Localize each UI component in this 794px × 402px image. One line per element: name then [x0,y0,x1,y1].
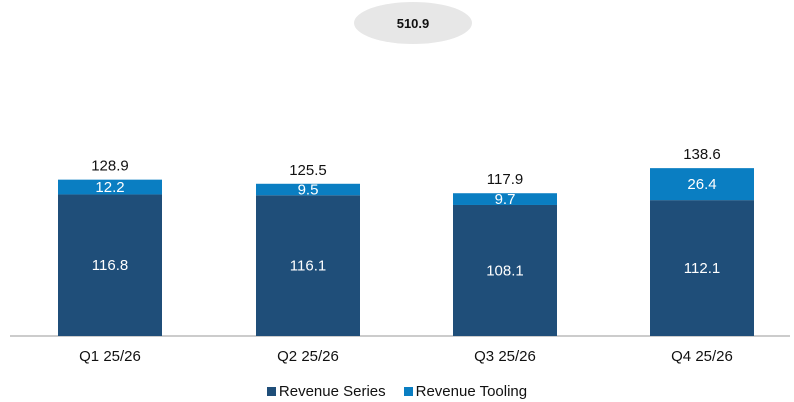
legend-swatch-tooling [403,387,413,396]
bar-series-2 [256,195,360,336]
legend-label-series: Revenue Series [278,383,386,400]
label-total-2: 125.5 [289,162,327,179]
label-series-2: 116.1 [290,258,326,275]
bar-series-1 [58,194,162,336]
label-series-3: 108.1 [486,262,524,279]
legend-swatch-series [266,387,276,396]
label-series-1: 116.8 [92,257,128,274]
legend-item-tooling: Revenue Tooling [403,383,528,400]
total-badge [354,2,472,44]
x-tick-label-3: Q3 25/26 [474,348,536,365]
bar-tooling-2 [256,183,360,196]
legend-item-series: Revenue Series [266,383,386,400]
x-tick-label-2: Q2 25/26 [277,348,339,365]
total-badge-value: 510.9 [397,16,430,31]
bar-tooling-1 [58,179,162,195]
bar-tooling-4 [650,168,754,201]
legend: Revenue Series Revenue Tooling [0,383,794,400]
label-tooling-3: 9.7 [495,191,516,208]
label-tooling-2: 9.5 [298,182,319,199]
label-tooling-4: 26.4 [687,176,716,193]
label-tooling-1: 12.2 [95,179,124,196]
label-total-4: 138.6 [683,146,721,163]
label-total-1: 128.9 [91,158,129,175]
label-total-3: 117.9 [487,171,523,188]
bar-tooling-3 [453,193,557,205]
x-tick-label-1: Q1 25/26 [79,348,141,365]
label-series-4: 112.1 [684,260,720,277]
x-tick-label-4: Q4 25/26 [671,348,733,365]
legend-label-tooling: Revenue Tooling [415,383,528,400]
bar-series-4 [650,200,754,336]
bar-series-3 [453,204,557,336]
